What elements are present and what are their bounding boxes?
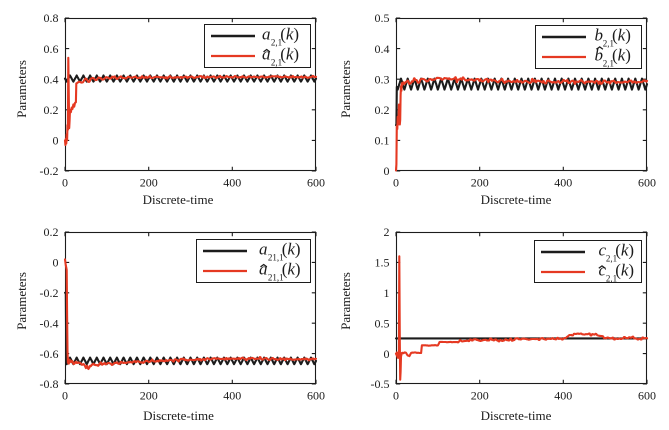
svg-text:Discrete-time: Discrete-time xyxy=(481,408,552,423)
svg-text:200: 200 xyxy=(140,389,158,403)
svg-text:600: 600 xyxy=(307,389,325,403)
svg-text:0: 0 xyxy=(384,164,390,178)
svg-text:(k): (k) xyxy=(615,261,634,280)
svg-text:200: 200 xyxy=(471,389,489,403)
svg-text:(k): (k) xyxy=(612,26,631,45)
svg-text:2,1: 2,1 xyxy=(606,274,617,284)
svg-text:(k): (k) xyxy=(612,46,631,65)
svg-text:a: a xyxy=(259,260,268,279)
svg-text:2,1: 2,1 xyxy=(603,59,614,69)
svg-text:b: b xyxy=(595,46,604,65)
svg-text:c: c xyxy=(599,261,607,280)
svg-text:a: a xyxy=(259,240,268,259)
svg-text:0: 0 xyxy=(53,256,59,270)
svg-text:-0.8: -0.8 xyxy=(40,377,59,391)
svg-text:400: 400 xyxy=(223,389,241,403)
svg-text:0.4: 0.4 xyxy=(375,42,390,56)
svg-text:21,1: 21,1 xyxy=(268,273,284,283)
svg-text:-0.6: -0.6 xyxy=(40,347,59,361)
svg-text:200: 200 xyxy=(471,176,489,190)
svg-text:0.2: 0.2 xyxy=(44,225,59,239)
svg-text:Parameters: Parameters xyxy=(338,272,353,330)
svg-text:0: 0 xyxy=(62,176,68,190)
svg-text:Discrete-time: Discrete-time xyxy=(481,192,552,207)
svg-text:0.4: 0.4 xyxy=(44,72,59,86)
svg-text:2,1: 2,1 xyxy=(606,254,617,264)
svg-text:0: 0 xyxy=(384,347,390,361)
svg-text:Parameters: Parameters xyxy=(338,60,353,118)
svg-text:200: 200 xyxy=(140,176,158,190)
svg-text:21,1: 21,1 xyxy=(268,253,284,263)
svg-text:1: 1 xyxy=(384,286,390,300)
svg-text:600: 600 xyxy=(638,176,656,190)
svg-text:0.2: 0.2 xyxy=(44,103,59,117)
svg-text:(k): (k) xyxy=(282,260,301,279)
svg-text:-0.2: -0.2 xyxy=(40,164,59,178)
svg-text:0.5: 0.5 xyxy=(375,11,390,25)
svg-text:(k): (k) xyxy=(280,25,299,44)
svg-text:0: 0 xyxy=(393,389,399,403)
svg-text:400: 400 xyxy=(223,176,241,190)
svg-text:Discrete-time: Discrete-time xyxy=(143,192,214,207)
svg-text:2,1: 2,1 xyxy=(271,58,282,68)
svg-text:Discrete-time: Discrete-time xyxy=(143,408,214,423)
svg-text:0: 0 xyxy=(393,176,399,190)
svg-text:(k): (k) xyxy=(615,241,634,260)
svg-text:600: 600 xyxy=(638,389,656,403)
svg-text:a: a xyxy=(262,25,271,44)
svg-text:0: 0 xyxy=(53,134,59,148)
svg-text:c: c xyxy=(599,241,607,260)
svg-text:(k): (k) xyxy=(282,240,301,259)
svg-text:Parameters: Parameters xyxy=(14,60,29,118)
svg-text:(k): (k) xyxy=(280,45,299,64)
svg-text:-0.2: -0.2 xyxy=(40,286,59,300)
svg-text:0: 0 xyxy=(62,389,68,403)
svg-text:1.5: 1.5 xyxy=(375,256,390,270)
svg-text:400: 400 xyxy=(554,389,572,403)
svg-text:-0.4: -0.4 xyxy=(40,316,59,330)
svg-text:-0.5: -0.5 xyxy=(371,377,390,391)
svg-text:0.3: 0.3 xyxy=(375,72,390,86)
svg-text:b: b xyxy=(595,26,604,45)
svg-text:0.6: 0.6 xyxy=(44,42,59,56)
svg-text:400: 400 xyxy=(554,176,572,190)
svg-text:0.8: 0.8 xyxy=(44,11,59,25)
svg-text:2,1: 2,1 xyxy=(603,39,614,49)
svg-text:2,1: 2,1 xyxy=(271,38,282,48)
svg-text:600: 600 xyxy=(307,176,325,190)
svg-text:0.5: 0.5 xyxy=(375,316,390,330)
svg-text:0.1: 0.1 xyxy=(375,134,390,148)
svg-text:a: a xyxy=(262,45,271,64)
svg-text:2: 2 xyxy=(384,225,390,239)
svg-text:0.2: 0.2 xyxy=(375,103,390,117)
svg-text:Parameters: Parameters xyxy=(14,272,29,330)
